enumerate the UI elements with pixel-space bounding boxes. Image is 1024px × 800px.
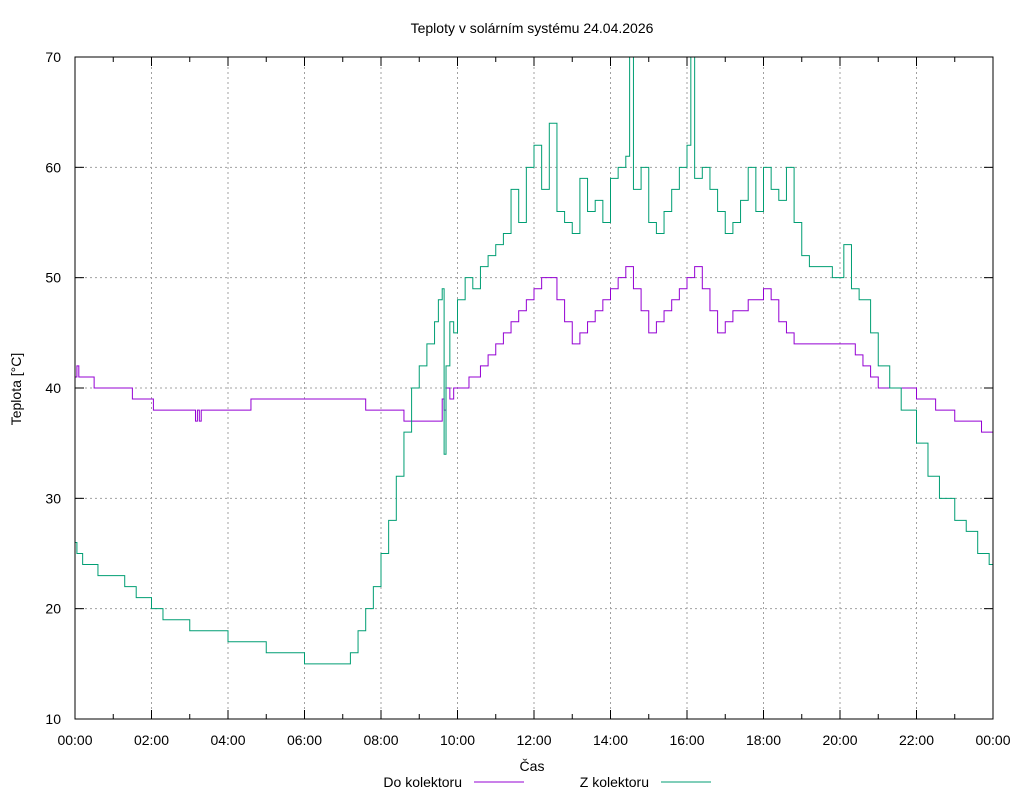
- series-line-0: [75, 266, 993, 433]
- x-axis-label: Čas: [520, 758, 545, 774]
- y-tick-label: 10: [45, 711, 61, 727]
- chart-title: Teploty v solárním systému 24.04.2026: [411, 20, 654, 36]
- y-axis-label: Teplota [°C]: [8, 353, 24, 426]
- x-tick-label: 08:00: [363, 732, 398, 748]
- legend-label: Z kolektoru: [580, 774, 649, 790]
- x-tick-label: 20:00: [822, 732, 857, 748]
- y-tick-label: 40: [45, 380, 61, 396]
- series-lines: [75, 56, 994, 665]
- x-tick-label: 22:00: [899, 732, 934, 748]
- legend: Do kolektoru Z kolektoru: [383, 774, 711, 790]
- x-tick-label: 12:00: [516, 732, 551, 748]
- x-tick-label: 10:00: [440, 732, 475, 748]
- x-tick-label: 06:00: [287, 732, 322, 748]
- x-tick-label: 02:00: [134, 732, 169, 748]
- y-tick-label: 60: [45, 159, 61, 175]
- axis-ticks: 00:00 02:00 04:00 06:00 08:00 10:00 12:00 14:00…: [45, 49, 1010, 748]
- y-tick-label: 20: [45, 601, 61, 617]
- x-tick-label: 00:00: [57, 732, 92, 748]
- x-tick-label: 18:00: [746, 732, 781, 748]
- x-tick-label: 00:00: [975, 732, 1010, 748]
- y-tick-label: 30: [45, 490, 61, 506]
- x-tick-label: 16:00: [669, 732, 704, 748]
- legend-label: Do kolektoru: [383, 774, 462, 790]
- y-tick-label: 50: [45, 270, 61, 286]
- x-tick-label: 04:00: [210, 732, 245, 748]
- y-tick-label: 70: [45, 49, 61, 65]
- x-tick-label: 14:00: [593, 732, 628, 748]
- series-line-1: [75, 56, 994, 665]
